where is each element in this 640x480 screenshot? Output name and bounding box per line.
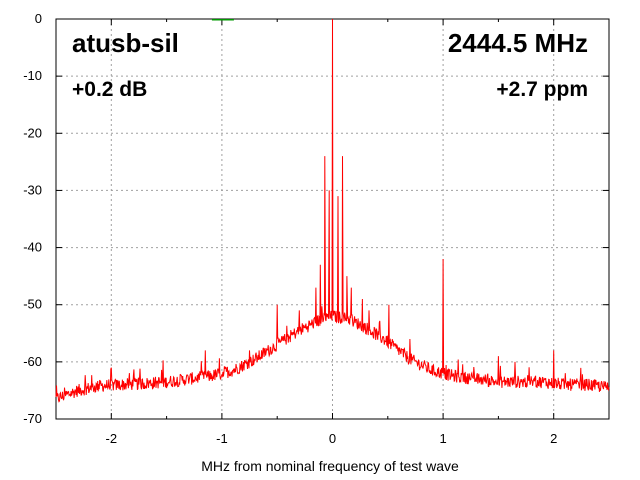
y-tick-label: -70	[23, 411, 42, 426]
annotation-frequency: 2444.5 MHz	[448, 28, 588, 58]
x-tick-label: 2	[550, 431, 557, 446]
y-tick-label: -40	[23, 240, 42, 255]
y-tick-label: -20	[23, 125, 42, 140]
annotation-device: atusb-sil	[72, 28, 179, 58]
y-tick-label: -10	[23, 68, 42, 83]
annotation-db-offset: +0.2 dB	[72, 78, 147, 101]
x-tick-label: -2	[106, 431, 118, 446]
y-tick-label: -60	[23, 354, 42, 369]
x-axis-label: MHz from nominal frequency of test wave	[201, 458, 459, 474]
series-line	[55, 18, 610, 403]
x-tick-label: 1	[439, 431, 446, 446]
y-axis-ticks: 0 -10 -20 -30 -40 -50 -60 -70	[23, 11, 609, 426]
legend-key-mark	[211, 19, 234, 21]
y-tick-label: 0	[35, 11, 42, 26]
x-tick-label: -1	[216, 431, 228, 446]
x-tick-label: 0	[329, 431, 336, 446]
y-tick-label: -30	[23, 182, 42, 197]
y-tick-label: -50	[23, 297, 42, 312]
x-axis-ticks: -2 -1 0 1 2	[55, 19, 610, 446]
annotation-ppm-offset: +2.7 ppm	[496, 78, 588, 101]
